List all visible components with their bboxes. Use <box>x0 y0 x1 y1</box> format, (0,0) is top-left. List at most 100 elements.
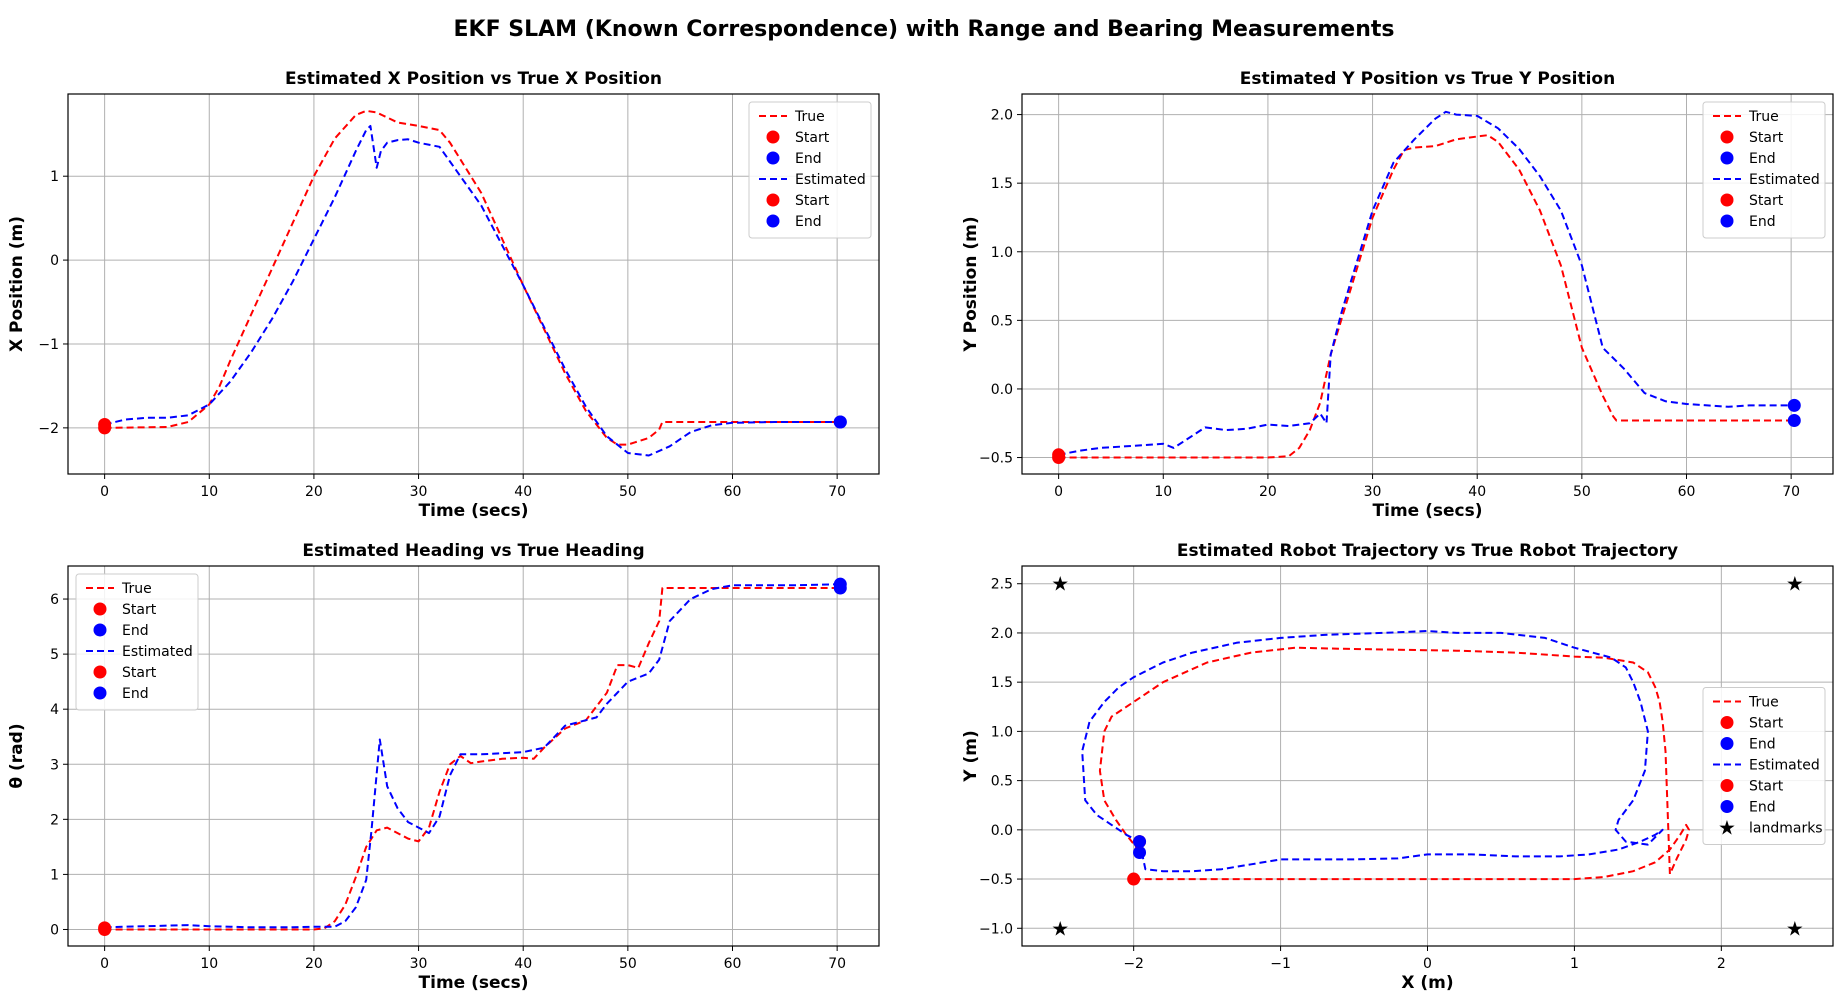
chart-title: Estimated Robot Trajectory vs True Robot… <box>1177 541 1678 561</box>
x-tick-label: 60 <box>724 484 742 500</box>
series-line-estimated <box>104 583 841 929</box>
legend-box <box>1702 101 1826 239</box>
legend-label: Start <box>1749 193 1784 209</box>
start-marker <box>1052 448 1066 462</box>
x-tick-label: −2 <box>1123 956 1144 972</box>
series-line-true <box>1098 646 1690 881</box>
y-axis-label: Y Position (m) <box>961 216 981 352</box>
end-marker <box>1133 835 1147 849</box>
legend-label: End <box>1749 214 1776 230</box>
x-tick-label: 70 <box>1782 484 1800 500</box>
landmark-marker: ★ <box>1051 916 1069 940</box>
end-marker <box>1133 845 1147 859</box>
plot-frame <box>67 93 880 475</box>
chart-title: Estimated Heading vs True Heading <box>302 541 644 561</box>
x-tick-label: 20 <box>1259 484 1277 500</box>
series-line-true <box>104 587 841 931</box>
y-tick-label: 0.5 <box>991 313 1013 329</box>
legend-end-marker <box>93 623 107 637</box>
x-axis-label: X (m) <box>1401 973 1453 993</box>
legend-label: Start <box>795 193 830 209</box>
legend-end-marker <box>93 686 107 700</box>
y-tick-label: 1 <box>50 867 59 883</box>
start-marker <box>98 921 112 935</box>
x-tick-label: 0 <box>100 484 109 500</box>
y-tick-label: 1.5 <box>991 675 1013 691</box>
legend-start-marker <box>766 193 780 207</box>
legend-box <box>748 101 872 239</box>
x-axis-label: Time (secs) <box>419 501 529 521</box>
y-tick-label: 3 <box>50 757 59 773</box>
legend: True Start End Estimated Start End <box>1702 101 1826 239</box>
legend: True Start End Estimated Start End ★ landmarks <box>1702 687 1826 845</box>
x-tick-label: 10 <box>1154 484 1172 500</box>
x-tick-label: 10 <box>200 484 218 500</box>
series-line-estimated <box>1058 110 1795 456</box>
legend-label: True <box>794 109 825 125</box>
y-axis-label: X Position (m) <box>7 216 27 352</box>
legend-end-marker <box>766 151 780 165</box>
end-marker <box>833 415 847 429</box>
series-line-estimated <box>1081 630 1664 873</box>
x-axis-label: Time (secs) <box>1373 501 1483 521</box>
series-line-true <box>1058 134 1795 459</box>
legend-start-marker <box>93 665 107 679</box>
x-tick-label: 10 <box>200 956 218 972</box>
y-tick-label: 2.5 <box>991 577 1013 593</box>
landmark-marker: ★ <box>1786 916 1804 940</box>
legend-landmark-marker: ★ <box>1718 816 1736 840</box>
legend-end-marker <box>1720 737 1734 750</box>
y-tick-label: 1.0 <box>991 724 1013 740</box>
x-tick-label: 40 <box>514 956 532 972</box>
x-tick-label: 20 <box>305 484 323 500</box>
y-tick-label: 0.5 <box>991 774 1013 790</box>
legend-start-marker <box>1720 779 1734 792</box>
y-axis-label: Y (m) <box>961 730 981 782</box>
x-tick-label: 0 <box>1054 484 1063 500</box>
legend-end-marker <box>1720 214 1734 228</box>
chart-4: ★ ★ ★ ★ −2 −1 0 1 2 −1.0 −0.5 0.0 0.5 1.0 1.5 2.0 2.5 Est… <box>961 541 1834 993</box>
legend-label: End <box>1749 151 1776 167</box>
x-tick-label: 60 <box>724 956 742 972</box>
legend-end-marker <box>1720 800 1734 813</box>
y-tick-label: 0 <box>50 922 59 938</box>
x-tick-label: 50 <box>619 956 637 972</box>
y-tick-label: −0.5 <box>979 872 1013 888</box>
landmark-marker: ★ <box>1786 572 1804 596</box>
x-tick-label: 60 <box>1678 484 1696 500</box>
legend: True Start End Estimated Start End <box>75 573 199 711</box>
chart-title: Estimated Y Position vs True Y Position <box>1240 69 1615 89</box>
legend-label: True <box>1748 695 1779 711</box>
legend-end-marker <box>766 214 780 228</box>
chart-2: 0 10 20 30 40 50 60 70 −0.5 0.0 0.5 1.0 1.5 2.0 Estima… <box>961 69 1834 521</box>
x-tick-label: 30 <box>1364 484 1382 500</box>
legend-label: Estimated <box>795 172 866 188</box>
y-tick-label: 1.5 <box>991 176 1013 192</box>
y-tick-label: 1.0 <box>991 245 1013 261</box>
legend-label: Start <box>1749 779 1784 795</box>
legend-label: End <box>122 686 149 702</box>
legend-start-marker <box>1720 716 1734 729</box>
legend-label: End <box>1749 800 1776 816</box>
end-marker <box>833 577 847 591</box>
y-tick-label: −1 <box>38 337 59 353</box>
legend-end-marker <box>1720 151 1734 165</box>
x-tick-label: 20 <box>305 956 323 972</box>
y-tick-label: 4 <box>50 702 59 718</box>
chart-1: 0 10 20 30 40 50 60 70 −2 −1 0 1 Estimated X Positio… <box>7 69 880 521</box>
y-tick-label: 6 <box>50 592 59 608</box>
legend-label: landmarks <box>1749 821 1823 837</box>
legend-box <box>1702 687 1826 845</box>
start-marker <box>98 418 112 432</box>
y-tick-label: 2 <box>50 812 59 828</box>
x-tick-label: 50 <box>1573 484 1591 500</box>
series-line-true <box>104 109 841 446</box>
x-tick-label: 1 <box>1570 956 1579 972</box>
x-tick-label: 2 <box>1717 956 1726 972</box>
x-tick-label: 0 <box>1423 956 1432 972</box>
y-tick-label: −2 <box>38 421 59 437</box>
series-group <box>104 583 841 931</box>
y-tick-label: 0 <box>50 253 59 269</box>
y-axis-label: θ (rad) <box>7 723 27 788</box>
